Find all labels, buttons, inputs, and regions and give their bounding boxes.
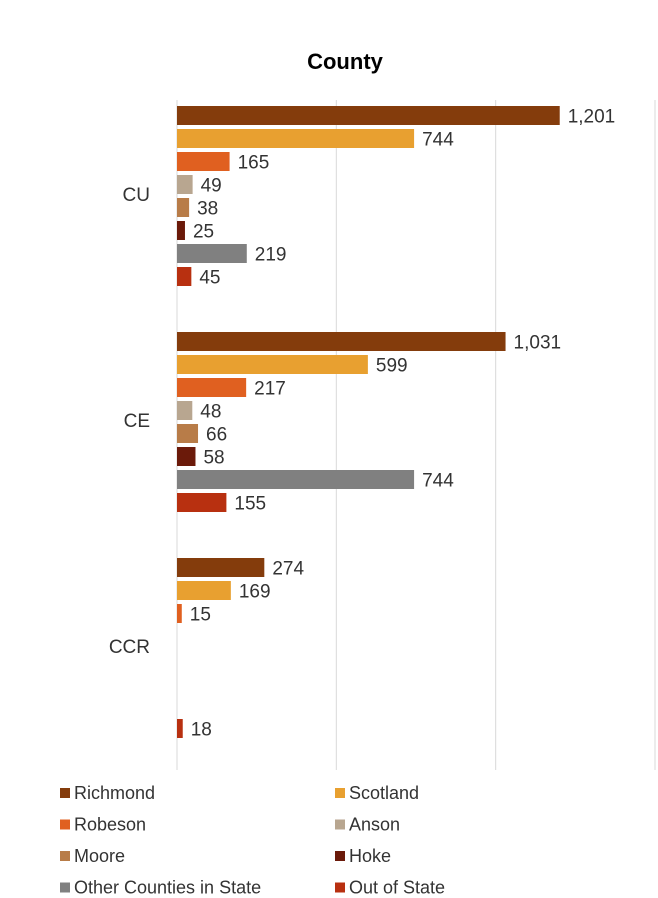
y-tick-label: CE: [124, 411, 150, 432]
bar: [177, 175, 193, 194]
bar: [177, 719, 183, 738]
legend-swatch: [335, 788, 345, 798]
bar: [177, 558, 265, 577]
chart-title: County: [307, 49, 384, 74]
bar: [177, 221, 185, 240]
legend-label: Anson: [349, 814, 400, 834]
bar: [177, 470, 415, 489]
value-label: 599: [376, 356, 408, 377]
value-label: 169: [239, 582, 271, 603]
value-label: 1,031: [514, 333, 562, 354]
legend-swatch: [60, 851, 70, 861]
value-label: 38: [197, 199, 218, 220]
y-tick-label: CU: [123, 185, 150, 206]
y-tick-label: CCR: [109, 637, 150, 658]
value-label: 155: [234, 494, 266, 515]
value-label: 58: [203, 448, 224, 469]
value-label: 744: [422, 130, 454, 151]
legend-label: Hoke: [349, 846, 391, 866]
bar: [177, 355, 368, 374]
legend-label: Robeson: [74, 814, 146, 834]
bar: [177, 604, 182, 623]
value-label: 219: [255, 245, 287, 266]
bar: [177, 267, 192, 286]
bar: [177, 581, 231, 600]
value-label: 48: [200, 402, 221, 423]
legend-swatch: [335, 851, 345, 861]
bar: [177, 198, 190, 217]
legend-swatch: [335, 882, 345, 893]
value-label: 18: [191, 720, 212, 741]
legend-label: Richmond: [74, 783, 155, 803]
legend-swatch: [60, 882, 70, 893]
legend-label: Moore: [74, 846, 125, 866]
value-label: 744: [422, 471, 454, 492]
bar: [177, 152, 230, 171]
bar: [177, 401, 193, 420]
bar: [177, 424, 199, 443]
bar: [177, 493, 227, 512]
legend-label: Out of State: [349, 877, 445, 897]
legend-label: Scotland: [349, 783, 419, 803]
value-label: 15: [190, 605, 211, 626]
value-label: 66: [206, 425, 227, 446]
value-label: 165: [238, 153, 270, 174]
value-label: 274: [272, 559, 304, 580]
bar: [177, 244, 247, 263]
legend-swatch: [60, 819, 70, 830]
value-label: 217: [254, 379, 286, 400]
legend-swatch: [335, 819, 345, 830]
legend-swatch: [60, 788, 70, 798]
bar: [177, 447, 196, 466]
value-label: 1,201: [568, 107, 616, 128]
bar: [177, 378, 247, 397]
value-label: 49: [201, 176, 222, 197]
bar: [177, 129, 415, 148]
value-label: 25: [193, 222, 214, 243]
value-label: 45: [199, 268, 220, 289]
legend-label: Other Counties in State: [74, 877, 261, 897]
bar: [177, 106, 560, 125]
bar: [177, 332, 506, 351]
